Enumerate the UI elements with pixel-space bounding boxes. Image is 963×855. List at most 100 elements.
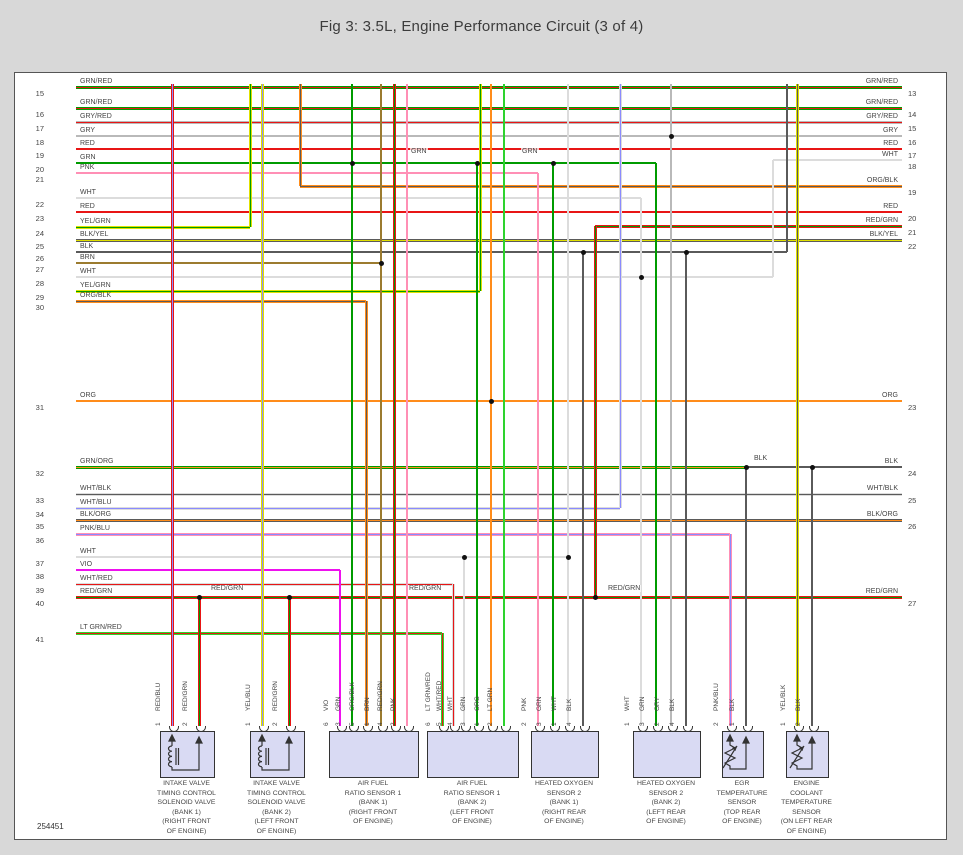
- wire-yel-grn: [76, 290, 480, 293]
- pin-number: 33: [35, 496, 44, 505]
- junction-dot: [810, 465, 815, 470]
- component-caption: ENGINE: [793, 780, 820, 787]
- wire-wht: [567, 84, 569, 727]
- wire-grn: [655, 163, 657, 727]
- pin-wire-label: GRN: [460, 696, 467, 711]
- wire-color-label: BLK/ORG: [866, 511, 898, 518]
- wire-red-grn: [198, 597, 201, 727]
- pin-wire-label: WHT: [624, 696, 631, 711]
- pin-number: 1: [245, 722, 252, 726]
- connector-pin: [653, 726, 663, 732]
- pin-number: 35: [35, 522, 44, 531]
- pin-wire-label: WHT: [447, 696, 454, 711]
- pin-number: 26: [35, 254, 44, 263]
- pin-number: 2: [713, 722, 720, 726]
- pin-number: 4: [447, 722, 454, 726]
- junction-dot: [551, 161, 556, 166]
- component-box: [329, 731, 419, 778]
- wire-brn: [380, 84, 382, 727]
- component-caption: OF ENGINE): [786, 827, 827, 835]
- pin-number: 2: [182, 722, 189, 726]
- wire-wht-red: [452, 584, 455, 727]
- component-caption: (BANK 1): [358, 799, 388, 806]
- wire-yel-grn: [76, 226, 250, 229]
- component-caption: (BANK 1): [549, 799, 579, 806]
- wire-color-label: PNK: [80, 164, 95, 171]
- inline-wire-label: RED/GRN: [408, 585, 443, 592]
- pin-wire-label: RED/GRN: [182, 681, 189, 711]
- wire-red-grn: [393, 84, 396, 727]
- pin-number: 1: [780, 722, 787, 726]
- junction-dot: [379, 261, 384, 266]
- wire-vio: [339, 570, 341, 727]
- wire-color-label: GRN/RED: [865, 99, 898, 106]
- connector-pin: [501, 726, 511, 732]
- junction-dot: [489, 399, 494, 404]
- wire-color-label: LT GRN/RED: [80, 624, 122, 631]
- coil-symbol-icon: [257, 733, 293, 771]
- component-caption: SENSOR 2: [648, 789, 684, 797]
- pin-number: 3: [639, 722, 646, 726]
- pin-number: 5: [349, 722, 356, 726]
- wire-color-label: GRN/RED: [80, 99, 113, 106]
- pin-number: 28: [35, 279, 44, 288]
- pin-wire-label: BLK: [566, 698, 573, 711]
- connector-pin: [550, 726, 560, 732]
- wire-color-label: RED: [883, 203, 898, 210]
- wire-color-label: BLK/YEL: [869, 231, 898, 238]
- pin-number: 2: [654, 722, 661, 726]
- pin-number: 2: [272, 722, 279, 726]
- wire-color-label: WHT/RED: [80, 575, 113, 582]
- wire-color-label: GRN/RED: [865, 78, 898, 85]
- wire-lt-grn-red: [76, 632, 442, 635]
- pin-wire-label: WHT/RED: [436, 680, 443, 711]
- pin-wire-label: WHT: [551, 696, 558, 711]
- pin-wire-label: LT GRN/RED: [425, 672, 432, 711]
- pin-number: 26: [908, 522, 917, 531]
- junction-dot: [744, 465, 749, 470]
- thermistor-symbol-icon: [722, 733, 750, 770]
- pin-number: 38: [35, 572, 44, 581]
- pin-number: 4: [566, 722, 573, 726]
- pin-wire-label: YEL/BLK: [780, 684, 787, 711]
- wire-gry-red: [76, 121, 902, 124]
- wire-color-label: GRN/RED: [80, 78, 113, 85]
- connector-pin: [565, 726, 575, 732]
- connector-pin: [450, 726, 460, 732]
- pin-number: 1: [155, 722, 162, 726]
- pin-wire-label: GRN: [639, 696, 646, 711]
- wire-color-label: ORG: [882, 392, 898, 399]
- junction-dot: [669, 134, 674, 139]
- junction-dot: [462, 555, 467, 560]
- component-caption: TEMPERATURE: [781, 799, 832, 806]
- wire-pnk-blu: [76, 533, 730, 536]
- pin-number: 21: [35, 175, 44, 184]
- wire-color-label: GRN: [80, 154, 96, 161]
- wire-color-label: VIO: [80, 561, 93, 568]
- wire-grn-red: [76, 86, 902, 89]
- component-box: [633, 731, 701, 778]
- pin-wire-label: ORG/BLK: [349, 682, 356, 711]
- pin-number: 22: [35, 200, 44, 209]
- wire-wht: [773, 159, 902, 161]
- component-caption: HEATED OXYGEN: [534, 780, 594, 787]
- wire-wht: [463, 557, 465, 727]
- inline-wire-label: RED/GRN: [607, 585, 642, 592]
- wire-color-label: WHT/BLK: [866, 485, 898, 492]
- wire-org-blk: [299, 84, 302, 186]
- wire-grn-org: [76, 466, 746, 469]
- wire-red: [76, 148, 902, 150]
- wire-yel-grn: [479, 84, 482, 291]
- wire-blk: [76, 251, 787, 253]
- junction-dot: [581, 250, 586, 255]
- pin-number: 2: [795, 722, 802, 726]
- pin-wire-label: VIO: [323, 699, 330, 711]
- pin-number: 39: [35, 586, 44, 595]
- component-caption: (LEFT REAR: [646, 808, 686, 816]
- wire-org-blk: [76, 300, 366, 303]
- pin-number: 19: [908, 188, 917, 197]
- pin-number: 24: [908, 469, 917, 478]
- pin-wire-label: RED/GRN: [272, 681, 279, 711]
- pin-number: 16: [908, 138, 917, 147]
